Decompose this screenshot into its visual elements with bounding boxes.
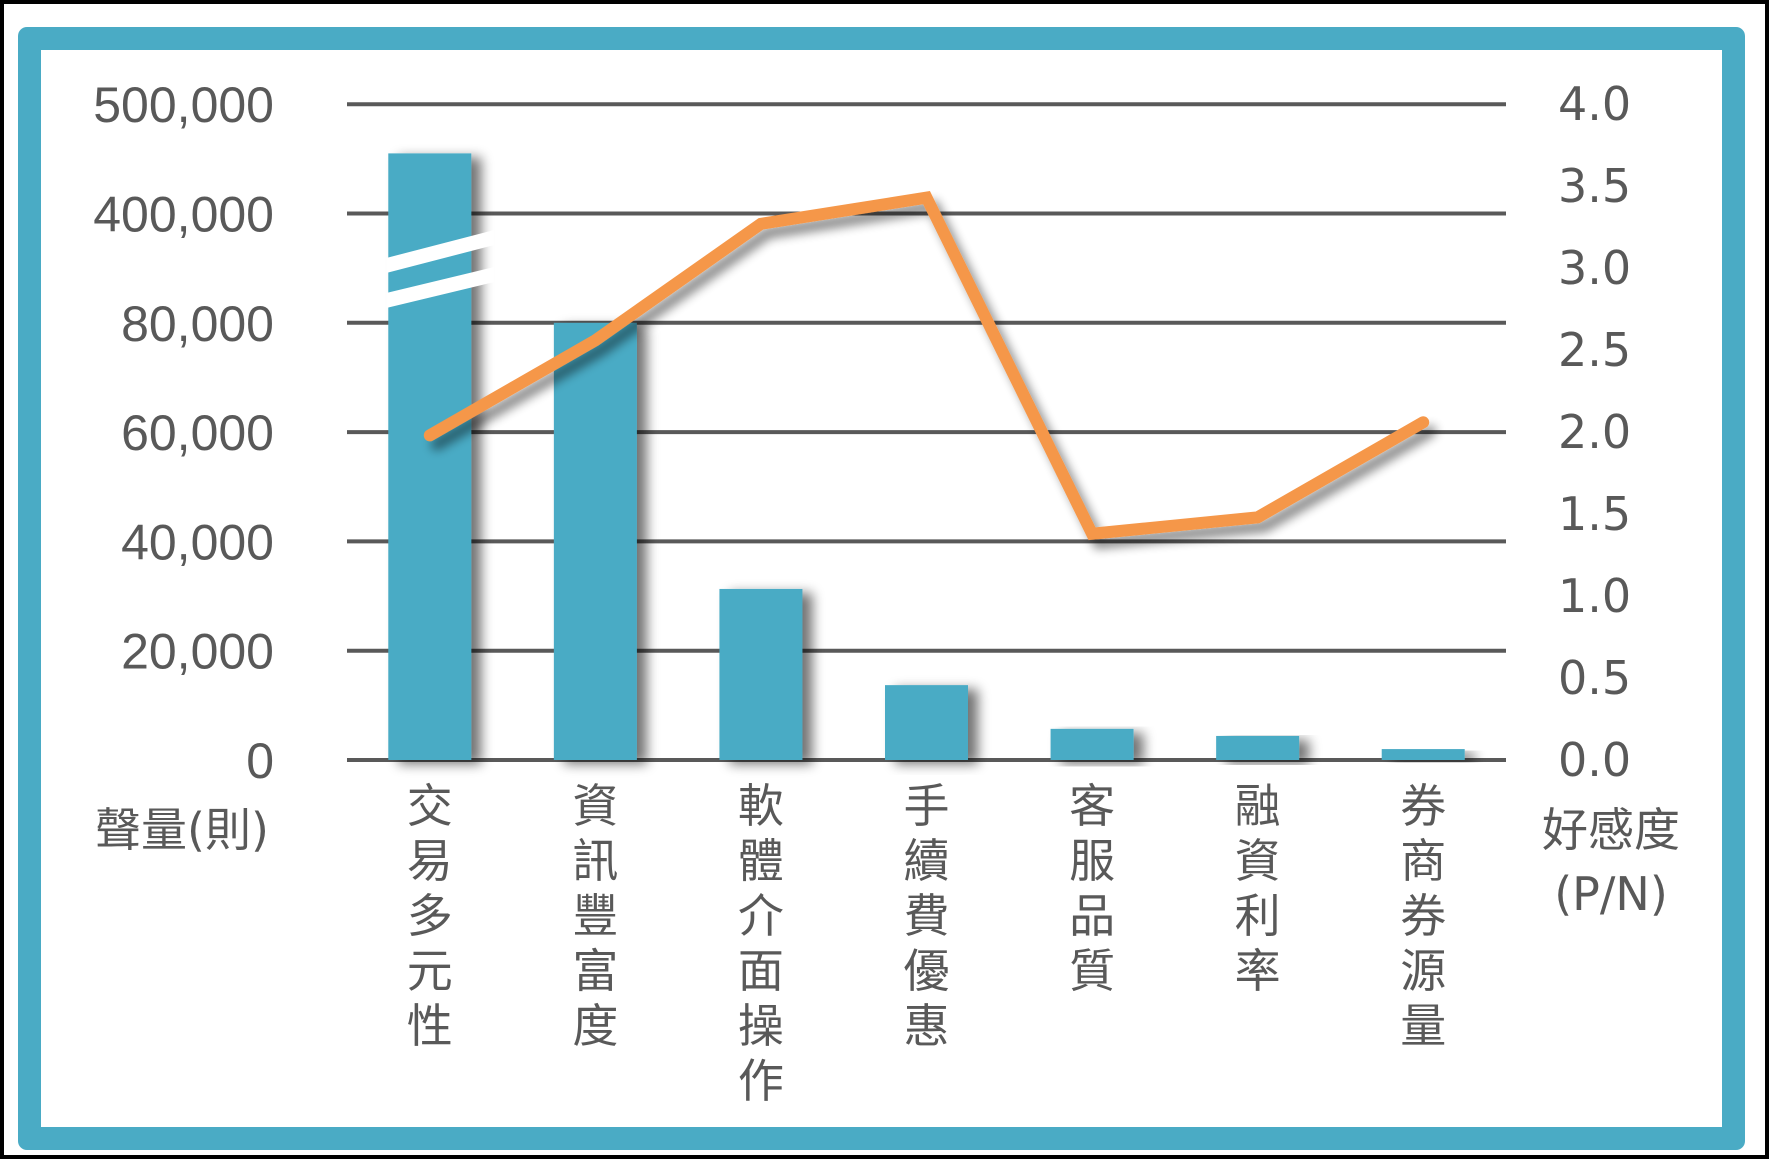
- axis-break-stripe: [386, 267, 495, 308]
- bar: [1381, 749, 1465, 760]
- category-char: 資: [572, 779, 618, 833]
- right-tick-label: 0.0: [1558, 733, 1631, 787]
- category-char: 多: [407, 889, 453, 943]
- category-char: 作: [738, 1054, 784, 1108]
- category-char: 源: [1400, 944, 1446, 998]
- right-axis-ticks: 0.0 0.5 1.0 1.5 2.0 2.5 3.0 3.5 4.0: [1558, 77, 1631, 787]
- category-char: 性: [407, 999, 453, 1053]
- category-char: 豐: [572, 889, 618, 943]
- right-tick-label: 3.0: [1558, 241, 1631, 295]
- category-char: 服: [1069, 834, 1115, 888]
- category-char: 品: [1069, 889, 1115, 943]
- right-tick-label: 1.5: [1558, 487, 1631, 541]
- axis-break-marks: [386, 230, 495, 308]
- right-tick-label: 2.0: [1558, 405, 1631, 459]
- category-char: 利: [1235, 889, 1281, 943]
- bar: [1216, 735, 1300, 760]
- left-tick-label: 60,000: [121, 405, 274, 461]
- line-series: [423, 191, 1430, 541]
- category-char: 優: [904, 944, 950, 998]
- left-tick-label: 20,000: [121, 624, 274, 680]
- right-tick-label: 2.5: [1558, 323, 1631, 377]
- left-axis-ticks: 0 20,000 40,000 60,000 80,000 400,000 500,000: [93, 77, 274, 789]
- axis-break-stripe: [386, 230, 495, 273]
- category-char: 惠: [904, 999, 950, 1053]
- category-char: 率: [1235, 944, 1281, 998]
- category-char: 質: [1069, 944, 1115, 998]
- category-char: 操: [738, 999, 784, 1053]
- category-char: 易: [407, 834, 453, 888]
- bar: [1050, 728, 1134, 760]
- right-tick-label: 3.5: [1558, 159, 1631, 213]
- category-char: 訊: [572, 834, 618, 888]
- category-char: 交: [407, 779, 453, 833]
- category-char: 度: [572, 999, 618, 1053]
- right-axis-title-line2: (P/N): [1554, 867, 1668, 921]
- category-char: 費: [904, 889, 950, 943]
- left-tick-label: 500,000: [93, 77, 274, 133]
- sentiment-line: [423, 191, 1430, 541]
- category-char: 面: [738, 944, 784, 998]
- right-tick-label: 0.5: [1558, 651, 1631, 705]
- category-char: 融: [1235, 779, 1281, 833]
- category-char: 手: [904, 779, 950, 833]
- left-tick-label: 400,000: [93, 187, 274, 243]
- bar: [885, 685, 968, 760]
- left-tick-label: 80,000: [121, 296, 274, 352]
- category-char: 富: [572, 944, 618, 998]
- left-tick-label: 0: [246, 733, 274, 789]
- category-char: 商: [1400, 834, 1446, 888]
- left-axis-title: 聲量(則): [95, 803, 269, 857]
- right-tick-label: 4.0: [1558, 77, 1631, 131]
- category-char: 券: [1400, 889, 1446, 943]
- left-tick-label: 40,000: [121, 514, 274, 570]
- category-char: 量: [1400, 999, 1446, 1053]
- category-char: 資: [1235, 834, 1281, 888]
- category-char: 體: [738, 834, 784, 888]
- bar: [553, 322, 637, 760]
- bar: [719, 588, 803, 760]
- bar-series: [388, 153, 1465, 760]
- category-char: 元: [407, 944, 453, 998]
- right-tick-label: 1.0: [1558, 569, 1631, 623]
- category-char: 軟: [738, 779, 784, 833]
- category-char: 續: [904, 834, 950, 888]
- category-char: 券: [1400, 779, 1446, 833]
- category-char: 介: [738, 889, 784, 943]
- category-char: 客: [1069, 779, 1115, 833]
- right-axis-title-line1: 好感度: [1542, 803, 1680, 857]
